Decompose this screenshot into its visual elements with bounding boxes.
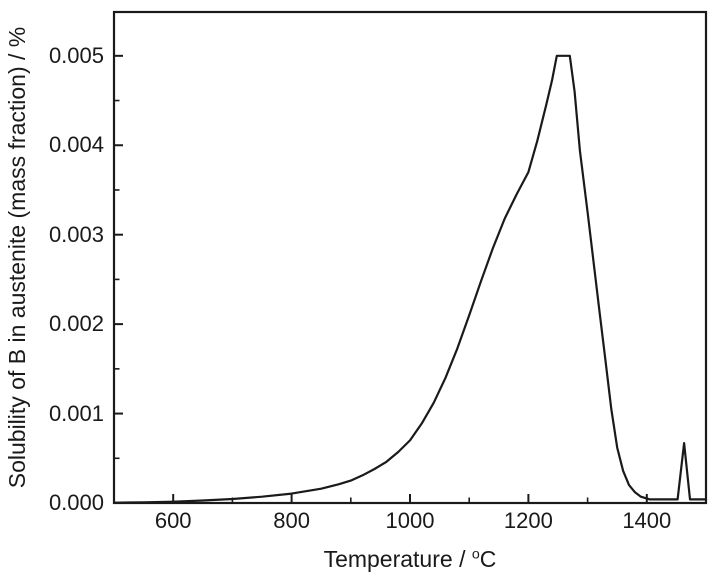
y-tick-label: 0.004 xyxy=(48,132,104,158)
x-tick-label: 800 xyxy=(273,508,310,533)
y-tick-label: 0.002 xyxy=(48,311,104,337)
x-axis-unit: C xyxy=(479,546,497,572)
y-tick-label: 0.005 xyxy=(48,42,104,68)
x-tick-label: 1000 xyxy=(385,508,435,533)
x-tick-label: 1400 xyxy=(622,508,672,533)
y-tick-label: 0.003 xyxy=(48,221,104,247)
y-axis-title: Solubility of B in austenite (mass fract… xyxy=(4,26,30,489)
solubility-curve xyxy=(112,54,708,504)
x-axis-title: Temperature / oC xyxy=(114,546,706,573)
x-tick-label: 1200 xyxy=(503,508,553,533)
y-tick-label: 0.000 xyxy=(48,490,104,515)
x-axis-title-text: Temperature / xyxy=(323,546,472,572)
degree-superscript: o xyxy=(471,546,480,563)
y-tick-label: 0.001 xyxy=(48,400,104,426)
x-tick-label: 600 xyxy=(154,508,192,533)
plot-frame xyxy=(112,10,708,505)
